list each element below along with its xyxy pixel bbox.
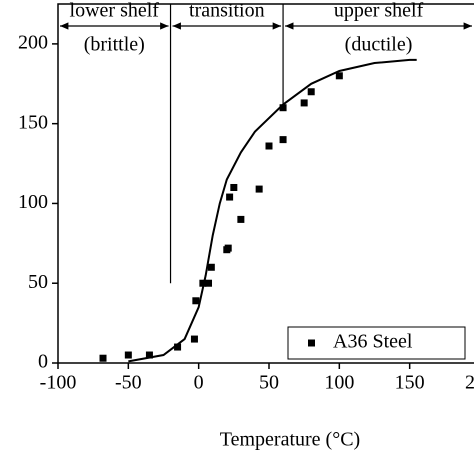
y-tick-label: 50 bbox=[28, 271, 48, 293]
x-tick-label: 50 bbox=[259, 372, 279, 394]
data-point bbox=[237, 215, 245, 223]
y-tick-label: 200 bbox=[18, 31, 48, 53]
data-point bbox=[230, 183, 238, 191]
x-tick-label: 0 bbox=[194, 372, 204, 394]
x-tick-label: 150 bbox=[395, 372, 425, 394]
data-point bbox=[99, 354, 107, 362]
legend-marker bbox=[308, 339, 315, 347]
data-point bbox=[192, 297, 200, 305]
region-sublabel: (ductile) bbox=[345, 34, 413, 56]
plot-frame bbox=[57, 3, 474, 364]
data-point bbox=[224, 244, 232, 252]
data-point bbox=[226, 193, 234, 201]
data-point bbox=[174, 343, 182, 351]
data-point bbox=[255, 185, 263, 193]
y-tick-label: 0 bbox=[38, 351, 48, 373]
region-label: upper shelf bbox=[334, 0, 424, 22]
data-point bbox=[124, 351, 132, 359]
x-tick-label: -50 bbox=[115, 372, 142, 394]
data-point bbox=[199, 279, 207, 287]
data-point bbox=[190, 335, 198, 343]
x-tick-label: 100 bbox=[324, 372, 354, 394]
region-label: lower shelf bbox=[70, 0, 160, 22]
legend-label: A36 Steel bbox=[333, 331, 413, 353]
data-point bbox=[279, 104, 287, 112]
data-point bbox=[207, 263, 215, 271]
y-tick-label: 100 bbox=[18, 191, 48, 213]
x-axis-label: Temperature (°C) bbox=[220, 429, 360, 451]
x-tick-label: 200 bbox=[465, 372, 474, 394]
y-tick-label: 150 bbox=[18, 111, 48, 133]
fit-curve bbox=[128, 58, 417, 363]
region-sublabel: (brittle) bbox=[84, 34, 145, 56]
data-point bbox=[145, 351, 153, 359]
data-point bbox=[265, 142, 273, 150]
data-point bbox=[335, 72, 343, 80]
data-point bbox=[279, 136, 287, 144]
region-label: transition bbox=[189, 0, 265, 22]
x-tick-label: -100 bbox=[40, 372, 77, 394]
legend-box bbox=[287, 326, 466, 360]
data-point bbox=[307, 88, 315, 96]
data-point bbox=[205, 279, 213, 287]
data-point bbox=[300, 99, 308, 107]
